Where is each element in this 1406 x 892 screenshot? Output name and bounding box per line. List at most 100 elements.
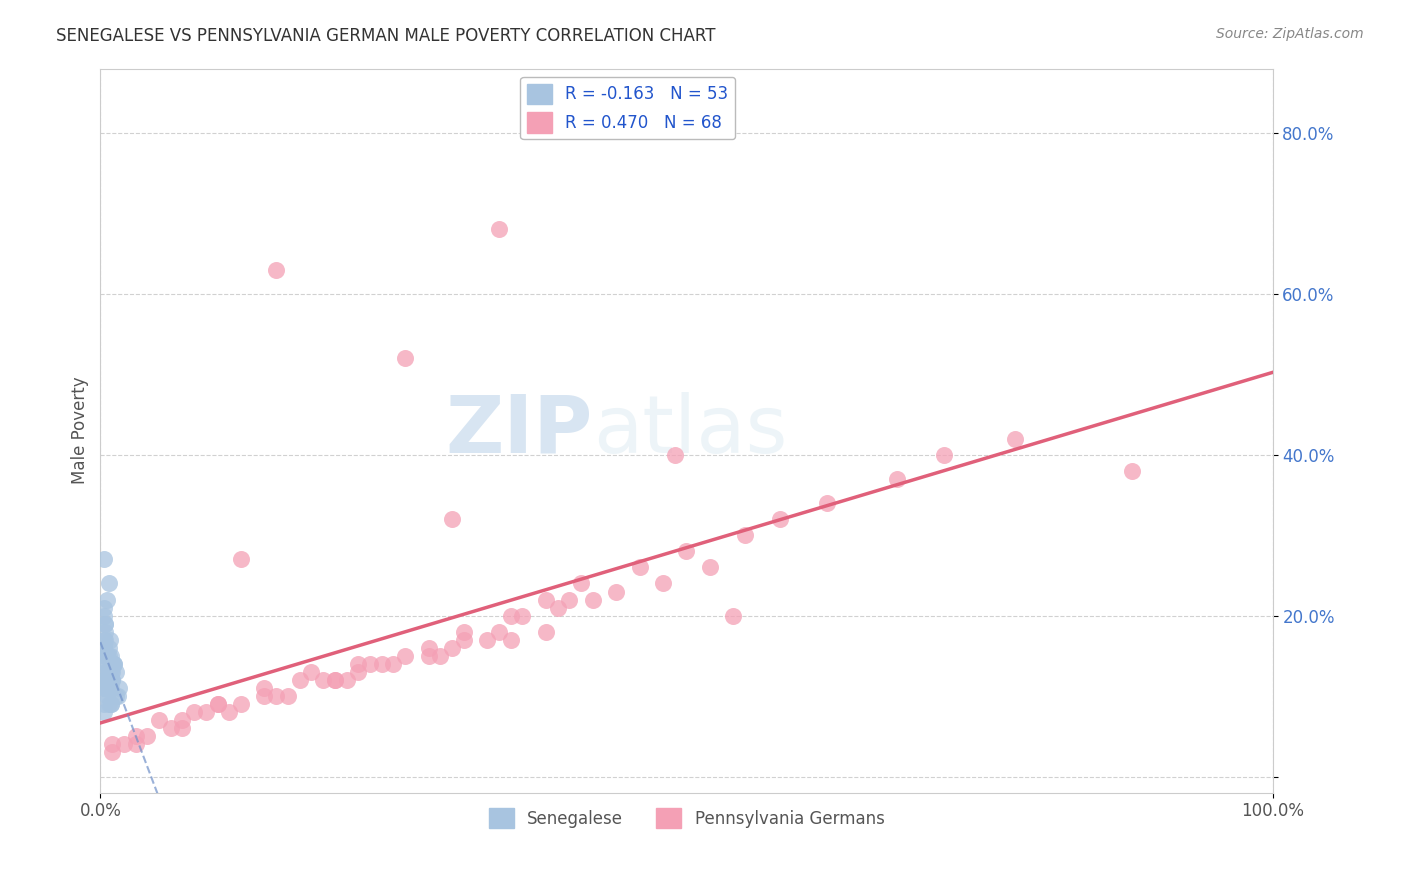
Point (96, 657, 118, 671)
Point (98, 632, 121, 647)
Point (94, 673, 117, 687)
Point (159, 721, 181, 735)
Point (96, 648, 118, 663)
Point (547, 600, 569, 615)
Point (97, 665, 120, 679)
Point (101, 673, 124, 687)
Point (382, 657, 405, 671)
Point (264, 689, 287, 703)
Point (97, 665, 120, 679)
Point (347, 665, 370, 679)
Point (96, 592, 118, 607)
Point (558, 592, 581, 607)
Point (1121, 464, 1143, 478)
Point (96, 648, 118, 663)
Point (394, 648, 416, 663)
Point (100, 665, 122, 679)
Point (103, 657, 125, 671)
Point (96, 673, 118, 687)
Point (488, 222, 510, 236)
Point (100, 648, 122, 663)
Point (418, 640, 440, 655)
Point (100, 697, 122, 711)
Point (94, 632, 117, 647)
Point (101, 673, 124, 687)
Point (96, 689, 118, 703)
Point (534, 624, 557, 639)
Point (96, 665, 118, 679)
Point (112, 738, 135, 752)
Point (101, 746, 124, 760)
Point (104, 689, 127, 703)
Point (94, 616, 117, 631)
Point (148, 713, 170, 727)
Point (103, 657, 125, 671)
Point (605, 584, 627, 599)
Point (91, 681, 114, 695)
Point (886, 472, 908, 486)
Point (370, 657, 392, 671)
Point (675, 544, 697, 558)
Point (97, 697, 120, 711)
Point (104, 665, 127, 679)
Point (734, 528, 756, 542)
Point (97, 648, 120, 663)
Point (172, 721, 194, 735)
Point (207, 697, 229, 711)
Point (93, 600, 115, 615)
Point (359, 657, 381, 671)
Point (96, 657, 118, 671)
Point (652, 576, 675, 591)
Point (94, 665, 117, 679)
Point (299, 665, 322, 679)
Point (253, 689, 276, 703)
Point (534, 592, 557, 607)
Point (93, 681, 115, 695)
Point (934, 448, 956, 462)
Point (183, 705, 205, 719)
Point (323, 673, 346, 687)
Point (124, 738, 146, 752)
Point (323, 673, 346, 687)
Point (207, 697, 229, 711)
Point (512, 608, 534, 623)
Text: atlas: atlas (593, 392, 787, 469)
Point (440, 640, 463, 655)
Point (253, 681, 276, 695)
Point (94, 648, 117, 663)
Point (194, 705, 217, 719)
Point (264, 262, 287, 277)
Point (103, 657, 125, 671)
Point (97, 640, 120, 655)
Point (100, 697, 122, 711)
Point (312, 673, 335, 687)
Point (229, 697, 252, 711)
Point (429, 648, 451, 663)
Point (277, 689, 299, 703)
Point (475, 632, 498, 647)
Legend: Senegalese, Pennsylvania Germans: Senegalese, Pennsylvania Germans (482, 801, 891, 835)
Point (453, 632, 475, 647)
Point (440, 512, 463, 526)
Point (96, 648, 118, 663)
Point (723, 608, 745, 623)
Point (218, 705, 240, 719)
Point (107, 689, 129, 703)
Point (101, 665, 124, 679)
Text: ZIP: ZIP (446, 392, 593, 469)
Point (94, 624, 117, 639)
Point (98, 673, 121, 687)
Point (418, 648, 440, 663)
Point (100, 681, 122, 695)
Point (488, 624, 510, 639)
Point (108, 681, 131, 695)
Point (699, 560, 721, 574)
Point (93, 640, 115, 655)
Point (229, 552, 252, 566)
Point (93, 705, 115, 719)
Point (288, 673, 311, 687)
Y-axis label: Male Poverty: Male Poverty (72, 376, 89, 484)
Point (93, 697, 115, 711)
Point (347, 657, 370, 671)
Point (101, 738, 124, 752)
